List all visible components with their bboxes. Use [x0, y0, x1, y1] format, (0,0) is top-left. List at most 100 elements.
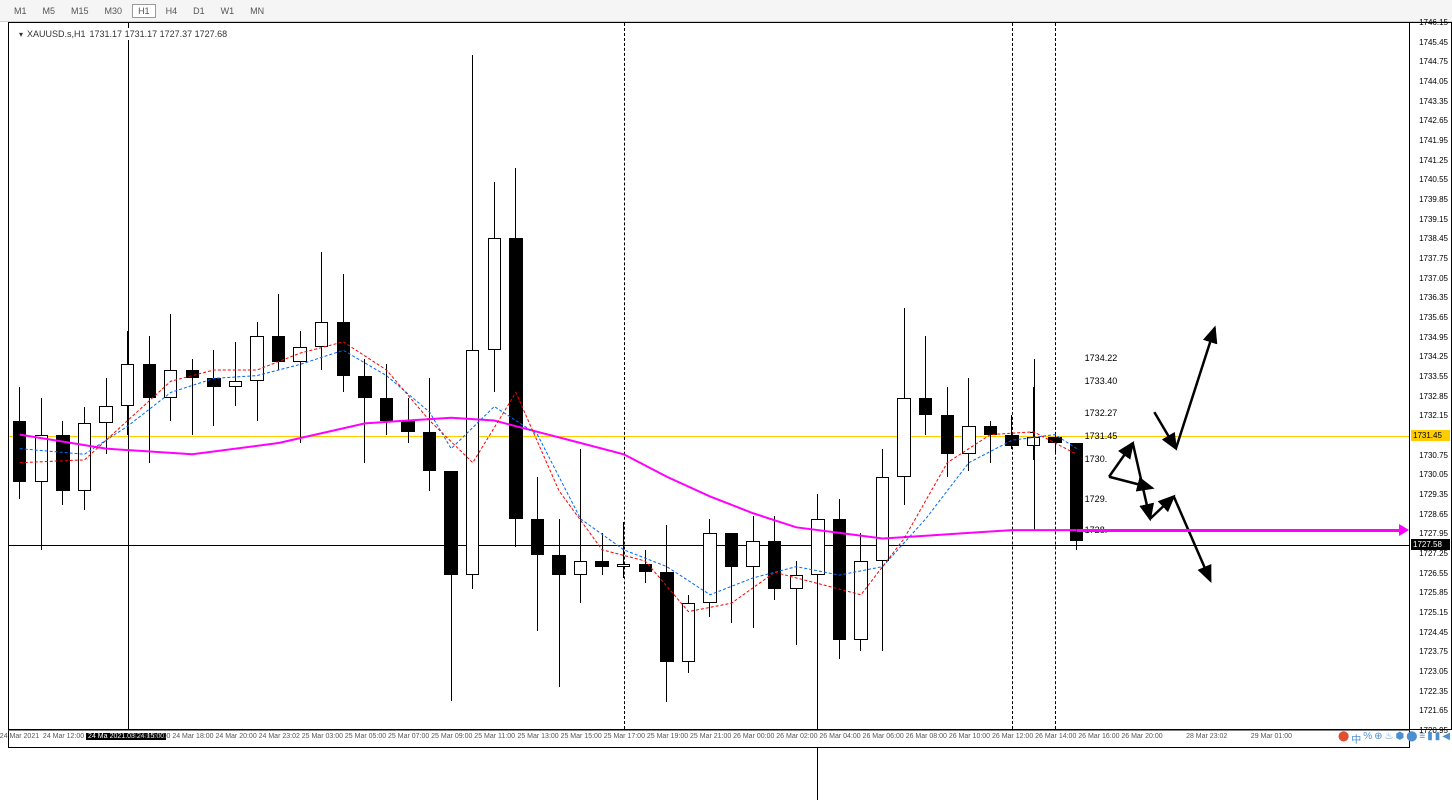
- price-tick: 1745.45: [1419, 39, 1448, 47]
- time-tick: 26 Mar 14:00: [1035, 733, 1076, 740]
- time-tick: 26 Mar 00:00: [733, 733, 774, 740]
- candle: [186, 359, 199, 435]
- price-tick: 1722.35: [1419, 688, 1448, 696]
- tf-btn-w1[interactable]: W1: [215, 4, 241, 18]
- price-tick: 1732.85: [1419, 393, 1448, 401]
- dropdown-icon[interactable]: ▾: [19, 30, 23, 39]
- candle: [919, 336, 932, 434]
- candle: [768, 516, 781, 600]
- chart-area[interactable]: 1734.221733.401732.271731.451730.1729.17…: [8, 22, 1410, 730]
- candle: [315, 252, 328, 370]
- price-tick: 1746.15: [1419, 19, 1448, 27]
- time-tick: 29 Mar 01:00: [1251, 733, 1292, 740]
- price-tick: 1744.05: [1419, 78, 1448, 86]
- candle: [207, 350, 220, 426]
- candle: [617, 522, 630, 578]
- time-tick: 25 Mar 17:00: [604, 733, 645, 740]
- candle: [703, 519, 716, 617]
- candle: [595, 533, 608, 575]
- price-tick: 1737.75: [1419, 255, 1448, 263]
- time-tick: 26 Mar 12:00: [992, 733, 1033, 740]
- price-tick: 1735.65: [1419, 314, 1448, 322]
- candle: [746, 516, 759, 628]
- tf-btn-h4[interactable]: H4: [160, 4, 184, 18]
- price-annotation: 1731.45: [1085, 431, 1118, 441]
- candle: [337, 274, 350, 392]
- price-tick: 1740.55: [1419, 176, 1448, 184]
- time-axis: 24 Mar 202124 Mar 12:0024 Mar 14:2021.03…: [8, 730, 1410, 748]
- day-separator: [624, 23, 625, 729]
- current-price-box: 1727.58: [1411, 539, 1450, 550]
- time-tick: 26 Mar 06:00: [863, 733, 904, 740]
- candle: [250, 322, 263, 420]
- tf-btn-m1[interactable]: M1: [8, 4, 33, 18]
- candle: [1005, 415, 1018, 449]
- price-tick: 1725.15: [1419, 609, 1448, 617]
- time-tick: 25 Mar 09:00: [431, 733, 472, 740]
- price-tick: 1726.55: [1419, 570, 1448, 578]
- price-annotation: 1729.: [1085, 494, 1108, 504]
- price-tick: 1732.15: [1419, 412, 1448, 420]
- price-annotation: 1730.: [1085, 454, 1108, 464]
- time-tick: 25 Mar 19:00: [647, 733, 688, 740]
- timeframe-toolbar: M1 M5M15 M30H1 H4D1 W1MN: [0, 0, 1452, 22]
- candle: [854, 533, 867, 651]
- candle: [962, 378, 975, 471]
- candle: [164, 314, 177, 421]
- time-tick: 24 Mar 16:00: [129, 733, 170, 740]
- time-tick: 26 Mar 20:00: [1121, 733, 1162, 740]
- horizontal-line: [9, 436, 1409, 437]
- price-annotation: 1734.22: [1085, 353, 1118, 363]
- candle: [143, 336, 156, 462]
- price-tick: 1734.95: [1419, 334, 1448, 342]
- ohlc-marker: [1029, 359, 1039, 530]
- time-tick: 28 Mar 23:02: [1186, 733, 1227, 740]
- price-tick: 1741.25: [1419, 157, 1448, 165]
- tf-btn-h1[interactable]: H1: [132, 4, 156, 18]
- time-tick: 25 Mar 13:00: [517, 733, 558, 740]
- time-tick: 24 Mar 12:00: [43, 733, 84, 740]
- tf-btn-m30[interactable]: M30: [99, 4, 129, 18]
- magenta-projection-arrow: [1077, 529, 1401, 532]
- time-tick: 26 Mar 04:00: [819, 733, 860, 740]
- candle: [13, 387, 26, 499]
- price-tick: 1723.75: [1419, 648, 1448, 656]
- candle: [1070, 443, 1083, 550]
- price-tick: 1728.65: [1419, 511, 1448, 519]
- price-tick: 1729.35: [1419, 491, 1448, 499]
- time-tick: 26 Mar 10:00: [949, 733, 990, 740]
- price-tick: 1743.35: [1419, 98, 1448, 106]
- candle: [531, 477, 544, 632]
- ohlc-text: 1731.17 1731.17 1727.37 1727.68: [90, 29, 228, 39]
- tf-btn-d1[interactable]: D1: [187, 4, 211, 18]
- time-tick: 26 Mar 02:00: [776, 733, 817, 740]
- price-tick: 1739.15: [1419, 216, 1448, 224]
- status-icons: ⬤中%⊕♨⬢⬤≡▮▮◀: [1338, 731, 1450, 746]
- time-tick: 24 Mar 2021: [0, 733, 39, 740]
- price-tick: 1721.65: [1419, 707, 1448, 715]
- candle: [272, 294, 285, 370]
- price-annotation: 1732.27: [1085, 408, 1118, 418]
- candle: [660, 525, 673, 702]
- time-tick: 25 Mar 11:00: [474, 733, 515, 740]
- time-tick: 25 Mar 05:00: [345, 733, 386, 740]
- time-tick: 25 Mar 07:00: [388, 733, 429, 740]
- price-tick: 1730.05: [1419, 471, 1448, 479]
- price-tick: 1744.75: [1419, 58, 1448, 66]
- candle: [444, 471, 457, 701]
- candle: [99, 378, 112, 454]
- day-separator: [1055, 23, 1056, 729]
- candle: [56, 421, 69, 505]
- candle: [1048, 435, 1061, 455]
- candle: [466, 55, 479, 589]
- price-tick: 1736.35: [1419, 294, 1448, 302]
- tf-btn-m15[interactable]: M15: [65, 4, 95, 18]
- price-tick: 1723.05: [1419, 668, 1448, 676]
- price-axis: 1720.951721.651722.351723.051723.751724.…: [1410, 22, 1452, 730]
- candle: [790, 561, 803, 645]
- candle: [833, 499, 846, 659]
- candle: [121, 331, 134, 435]
- tf-btn-m5[interactable]: M5: [37, 4, 62, 18]
- candle: [423, 378, 436, 490]
- tf-btn-mn[interactable]: MN: [244, 4, 270, 18]
